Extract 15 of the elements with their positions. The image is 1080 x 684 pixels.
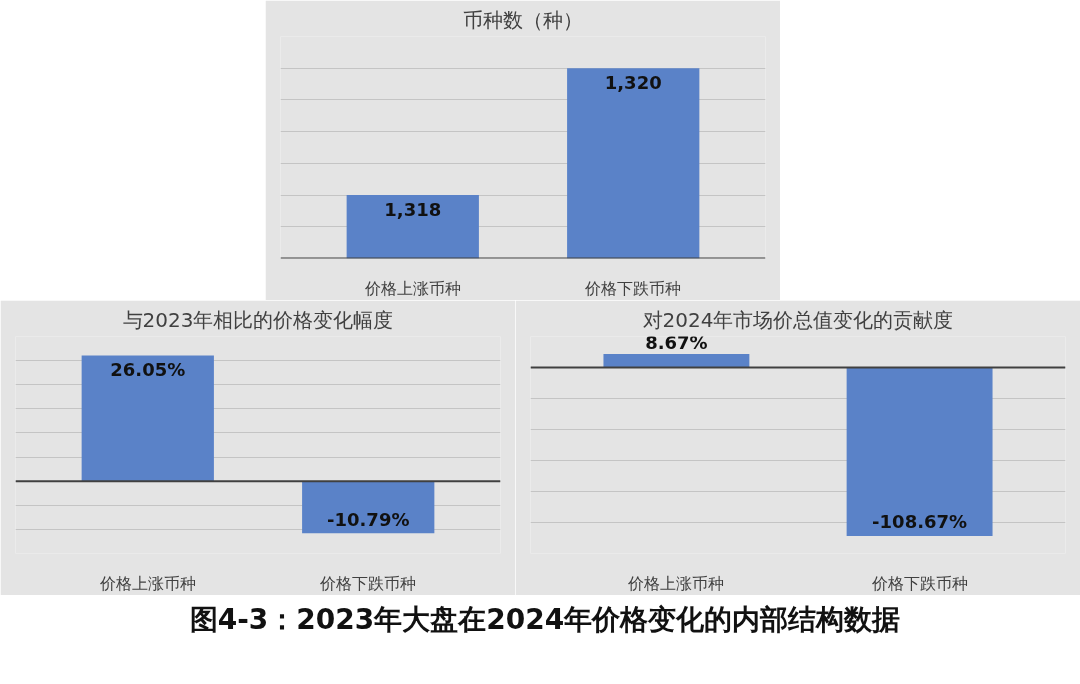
data-label: 1,320	[604, 71, 662, 93]
x-tick-label: 价格下跌币种	[870, 573, 968, 593]
data-label: -10.79%	[327, 508, 410, 530]
x-tick-label: 价格上涨币种	[363, 278, 461, 298]
x-tick-label: 价格下跌币种	[319, 573, 417, 593]
caption: 图4-3：2023年大盘在2024年价格变化的内部结构数据	[189, 602, 901, 638]
data-label: 26.05%	[110, 359, 186, 381]
x-tick-label: 价格上涨币种	[98, 573, 196, 593]
data-label: -108.67%	[872, 511, 968, 533]
x-tick-label: 价格下跌币种	[584, 278, 682, 298]
chart-title: 币种数（种）	[463, 7, 583, 32]
chart-title: 与2023年相比的价格变化幅度	[122, 307, 394, 332]
data-label: 1,318	[384, 198, 442, 220]
x-tick-label: 价格上涨币种	[627, 573, 725, 593]
chart-title: 对2024年市场价总值变化的贡献度	[642, 307, 954, 332]
